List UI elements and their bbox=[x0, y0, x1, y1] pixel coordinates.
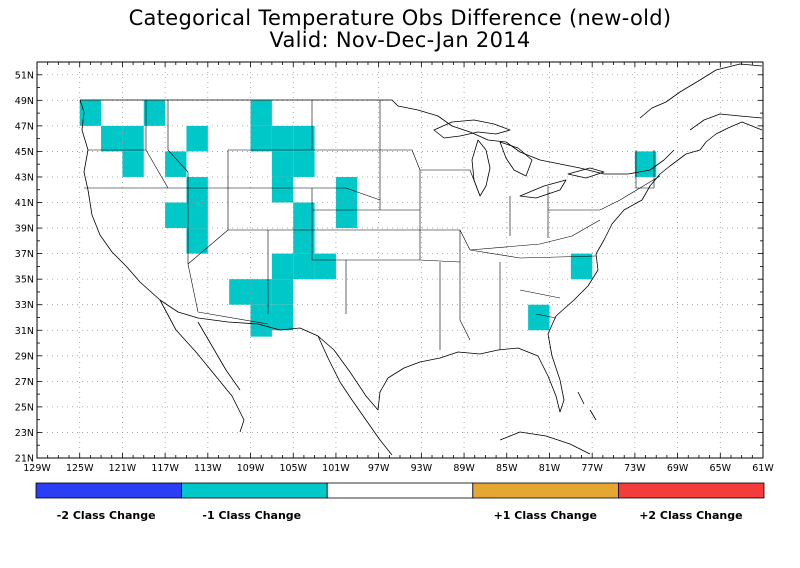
y-tick-label: 49N bbox=[15, 96, 34, 107]
cell-minus1 bbox=[165, 151, 187, 177]
y-tick-label: 47N bbox=[15, 121, 34, 132]
cell-minus1 bbox=[79, 100, 102, 126]
map-title: Categorical Temperature Obs Difference (… bbox=[128, 6, 672, 30]
x-tick-label: 117W bbox=[151, 463, 179, 474]
cell-minus1 bbox=[250, 100, 272, 126]
legend-label: +2 Class Change bbox=[639, 509, 743, 522]
x-tick-label: 61W bbox=[752, 463, 774, 474]
x-tick-label: 105W bbox=[279, 463, 307, 474]
y-tick-label: 39N bbox=[15, 224, 34, 235]
legend-label: -1 Class Change bbox=[202, 509, 302, 522]
cell-minus1 bbox=[293, 151, 315, 177]
legend-label: +1 Class Change bbox=[493, 509, 597, 522]
y-tick-label: 45N bbox=[15, 147, 34, 158]
x-tick-label: 77W bbox=[581, 463, 603, 474]
x-tick-label: 73W bbox=[624, 463, 646, 474]
cell-minus1 bbox=[250, 279, 272, 305]
lake-superior bbox=[433, 119, 511, 139]
x-tick-label: 121W bbox=[109, 463, 137, 474]
y-tick-label: 27N bbox=[15, 377, 34, 388]
lake-ontario bbox=[567, 167, 605, 179]
cell-minus1 bbox=[271, 279, 294, 305]
canada-coast bbox=[639, 63, 763, 131]
x-tick-label: 125W bbox=[66, 463, 94, 474]
legend-swatch bbox=[472, 482, 619, 499]
cell-minus1 bbox=[293, 202, 315, 229]
cell-minus1 bbox=[271, 125, 294, 152]
cell-minus1 bbox=[165, 202, 187, 229]
axes-frame bbox=[36, 61, 764, 459]
cell-minus1 bbox=[293, 125, 315, 152]
y-tick-label: 43N bbox=[15, 172, 34, 183]
cell-minus1 bbox=[186, 176, 208, 203]
y-tick-label: 31N bbox=[15, 326, 34, 337]
cell-minus1 bbox=[271, 176, 294, 203]
cell-minus1 bbox=[122, 125, 144, 152]
legend-swatch bbox=[181, 482, 328, 499]
state-borders bbox=[84, 100, 661, 350]
y-tick-label: 29N bbox=[15, 351, 34, 362]
x-tick-label: 113W bbox=[194, 463, 222, 474]
cell-minus1 bbox=[101, 125, 123, 152]
cell-minus1 bbox=[335, 176, 358, 203]
cell-minus1 bbox=[293, 253, 315, 280]
canada-border bbox=[80, 99, 675, 175]
bahamas bbox=[577, 391, 597, 421]
difference-cells bbox=[79, 100, 657, 337]
y-tick-label: 21N bbox=[15, 454, 34, 465]
cuba bbox=[499, 431, 591, 455]
x-tick-label: 93W bbox=[411, 463, 433, 474]
cell-minus1 bbox=[143, 100, 166, 126]
us-outline bbox=[79, 99, 763, 413]
cell-minus1 bbox=[186, 228, 208, 254]
cell-minus1 bbox=[250, 125, 272, 152]
x-tick-label: 109W bbox=[237, 463, 265, 474]
cell-minus1 bbox=[293, 228, 315, 254]
x-tick-label: 97W bbox=[368, 463, 390, 474]
lake-huron bbox=[499, 141, 533, 177]
x-tick-label: 81W bbox=[539, 463, 561, 474]
lake-michigan bbox=[471, 139, 491, 197]
y-tick-label: 51N bbox=[15, 70, 34, 81]
x-tick-label: 89W bbox=[453, 463, 475, 474]
legend-swatch bbox=[326, 482, 474, 499]
x-tick-label: 69W bbox=[667, 463, 689, 474]
legend-label: -2 Class Change bbox=[56, 509, 156, 522]
legend-colorbar bbox=[35, 482, 765, 499]
cell-minus1 bbox=[271, 253, 294, 280]
cell-minus1 bbox=[335, 202, 358, 229]
y-tick-label: 23N bbox=[15, 428, 34, 439]
cell-minus1 bbox=[122, 151, 144, 177]
cell-minus1 bbox=[229, 279, 251, 305]
y-tick-label: 37N bbox=[15, 249, 34, 260]
legend-swatch bbox=[35, 482, 183, 499]
cell-minus1 bbox=[271, 151, 294, 177]
legend-swatch bbox=[618, 482, 765, 499]
y-tick-label: 33N bbox=[15, 300, 34, 311]
map-outlines bbox=[79, 63, 763, 456]
cell-minus1 bbox=[271, 304, 294, 331]
lake-erie bbox=[519, 179, 567, 199]
cell-minus1 bbox=[250, 311, 272, 337]
y-tick-label: 41N bbox=[15, 198, 34, 209]
x-tick-label: 85W bbox=[496, 463, 518, 474]
y-tick-label: 25N bbox=[15, 402, 34, 413]
cell-minus1 bbox=[528, 304, 550, 331]
longitude-labels: 129W 125W 121W 117W 113W 109W 105W 101W 97W 93W 89… bbox=[23, 463, 774, 474]
x-tick-label: 129W bbox=[23, 463, 51, 474]
cell-minus1 bbox=[186, 202, 208, 229]
x-tick-label: 101W bbox=[322, 463, 350, 474]
map-subtitle: Valid: Nov-Dec-Jan 2014 bbox=[269, 28, 531, 52]
cell-minus1 bbox=[314, 253, 336, 280]
latitude-labels: 21N 23N 25N 27N 29N 31N 33N 35N 37N 39N 41N 43N 45N 4… bbox=[15, 70, 34, 464]
x-tick-label: 65W bbox=[710, 463, 732, 474]
y-tick-label: 35N bbox=[15, 275, 34, 286]
cell-minus1 bbox=[570, 253, 593, 280]
mexico-coast bbox=[159, 299, 393, 456]
cell-minus1 bbox=[634, 151, 657, 177]
cell-minus1 bbox=[186, 125, 208, 152]
